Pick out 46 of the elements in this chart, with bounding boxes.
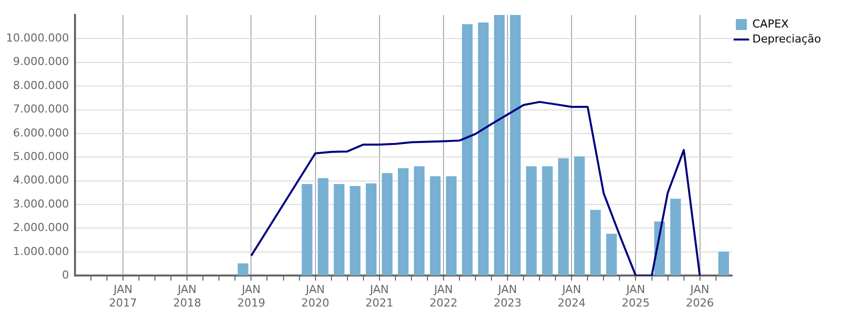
bar xyxy=(542,166,553,276)
y-tick-label: 5.000.000 xyxy=(12,150,69,164)
x-tick-label: JAN 2022 xyxy=(429,283,458,310)
legend-label: Depreciação xyxy=(752,32,822,46)
bar xyxy=(462,24,473,276)
x-tick-label: JAN 2026 xyxy=(686,283,714,310)
bar xyxy=(718,252,729,276)
x-tick-label: JAN 2018 xyxy=(173,283,202,310)
y-tick-label: 4.000.000 xyxy=(12,174,69,187)
x-tick-label: JAN 2021 xyxy=(365,283,394,310)
x-tick-label: JAN 2017 xyxy=(109,283,138,310)
bar xyxy=(238,263,248,276)
x-tick-label: JAN 2024 xyxy=(558,283,586,310)
y-tick-label: 7.000.000 xyxy=(12,102,69,116)
y-tick-label: 10.000.000 xyxy=(6,32,69,45)
bar xyxy=(670,198,681,276)
bar xyxy=(334,184,344,276)
bar xyxy=(350,186,360,276)
legend-label: CAPEX xyxy=(752,17,790,30)
x-tick-label: JAN 2025 xyxy=(622,283,650,310)
bar xyxy=(590,210,601,276)
bar xyxy=(430,176,441,276)
bar xyxy=(318,178,328,276)
y-tick-label: 9.000.000 xyxy=(12,55,69,68)
y-tick-label: 3.000.000 xyxy=(12,197,69,210)
bar xyxy=(526,166,537,276)
bar xyxy=(574,156,585,276)
bar xyxy=(446,176,457,276)
bar xyxy=(382,173,393,276)
bar xyxy=(478,22,489,276)
y-tick-label: 1.000.000 xyxy=(12,244,69,258)
bar xyxy=(494,15,505,276)
bar xyxy=(558,158,569,276)
bar xyxy=(398,168,409,276)
x-tick-label: JAN 2023 xyxy=(494,283,522,310)
x-tick-label: JAN 2020 xyxy=(301,283,330,310)
y-tick-label: 8.000.000 xyxy=(12,78,69,92)
bar xyxy=(606,234,617,276)
y-tick-label: 0 xyxy=(62,268,69,282)
bar xyxy=(366,183,376,276)
bar xyxy=(414,166,425,276)
bar xyxy=(510,15,521,276)
bar xyxy=(302,184,312,276)
x-tick-label: JAN 2019 xyxy=(237,283,266,310)
y-tick-label: 2.000.000 xyxy=(12,221,69,234)
y-tick-label: 6.000.000 xyxy=(12,126,69,140)
